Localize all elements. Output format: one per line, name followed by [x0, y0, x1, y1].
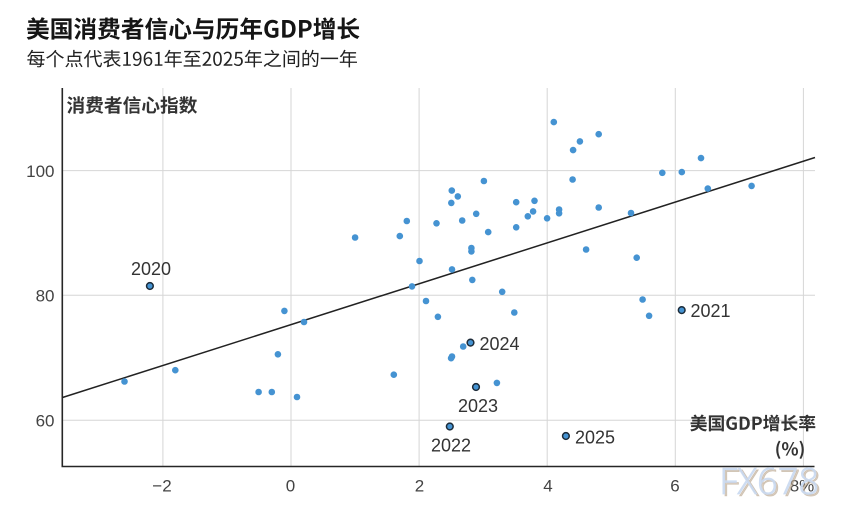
svg-text:0: 0	[286, 477, 295, 496]
svg-text:−2: −2	[152, 477, 171, 496]
svg-text:6: 6	[670, 477, 679, 496]
svg-text:2023: 2023	[458, 396, 498, 416]
svg-text:2021: 2021	[691, 301, 731, 321]
svg-text:2020: 2020	[131, 259, 171, 279]
svg-text:2: 2	[415, 477, 424, 496]
svg-text:2025: 2025	[575, 428, 615, 448]
svg-text:2022: 2022	[431, 436, 471, 456]
svg-text:60: 60	[36, 411, 55, 430]
svg-text:80: 80	[36, 287, 55, 306]
svg-text:4: 4	[543, 477, 552, 496]
svg-text:2024: 2024	[480, 334, 520, 354]
svg-text:100: 100	[26, 162, 54, 181]
